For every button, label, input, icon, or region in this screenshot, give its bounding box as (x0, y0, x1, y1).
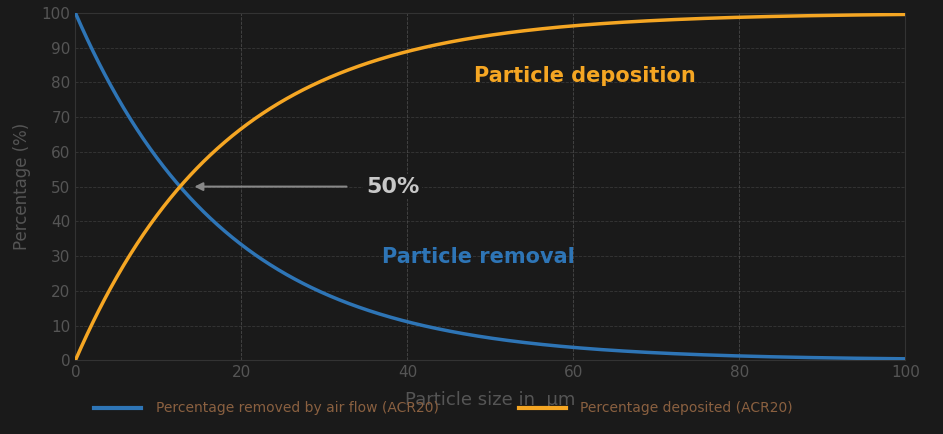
Text: Particle removal: Particle removal (383, 247, 575, 267)
Text: Particle deposition: Particle deposition (473, 66, 696, 86)
Text: 50%: 50% (366, 177, 420, 197)
Text: Percentage deposited (ACR20): Percentage deposited (ACR20) (580, 401, 792, 415)
Text: Percentage removed by air flow (ACR20): Percentage removed by air flow (ACR20) (156, 401, 438, 415)
Y-axis label: Percentage (%): Percentage (%) (12, 123, 30, 250)
X-axis label: Particle size in  μm: Particle size in μm (405, 391, 575, 409)
